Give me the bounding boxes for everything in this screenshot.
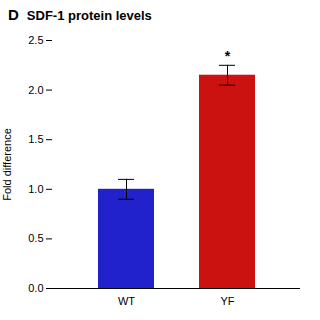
svg-text:1.5: 1.5	[28, 133, 43, 145]
svg-text:WT: WT	[118, 295, 135, 307]
svg-text:Fold difference: Fold difference	[1, 128, 13, 201]
svg-text:1.0: 1.0	[28, 183, 43, 195]
svg-text:0.0: 0.0	[28, 282, 43, 294]
svg-text:2.5: 2.5	[28, 34, 43, 46]
svg-text:0.5: 0.5	[28, 232, 43, 244]
svg-text:YF: YF	[220, 295, 234, 307]
svg-text:*: *	[225, 48, 231, 64]
html-text:D: D	[8, 6, 19, 23]
svg-text:2.0: 2.0	[28, 84, 43, 96]
html-text:SDF-1 protein levels: SDF-1 protein levels	[26, 8, 152, 23]
